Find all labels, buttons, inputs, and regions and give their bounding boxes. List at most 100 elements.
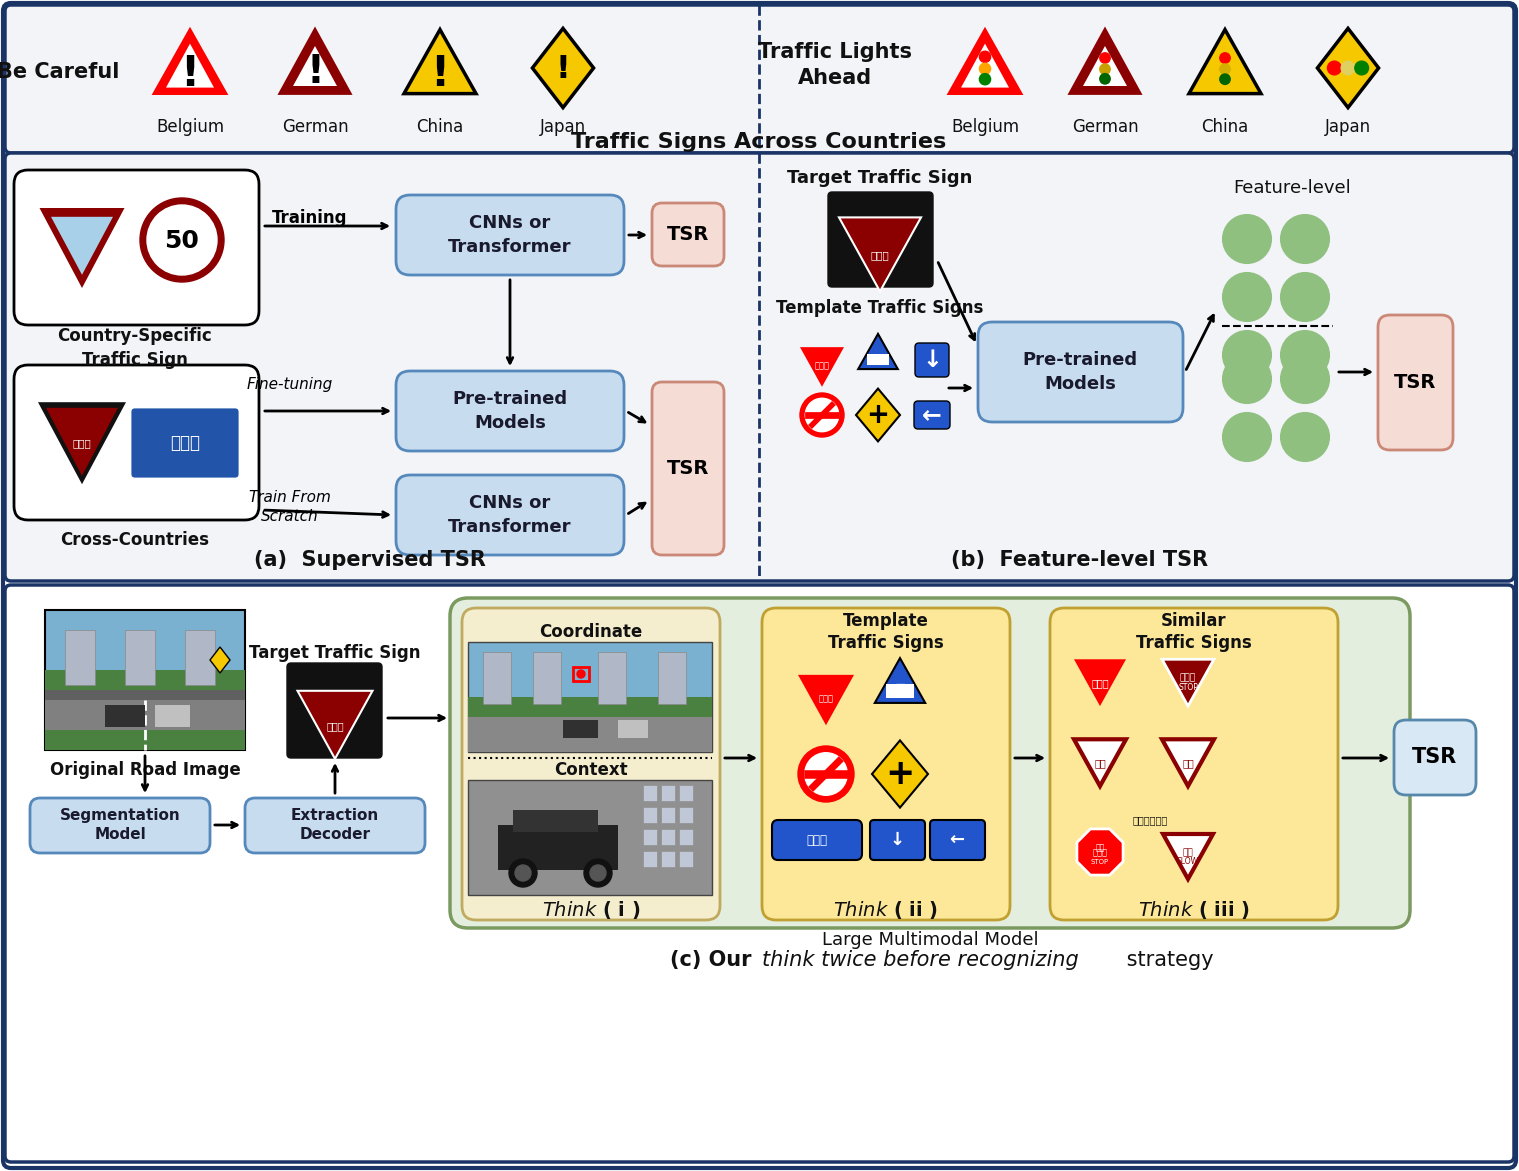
Text: 徐行: 徐行	[1094, 758, 1106, 768]
Polygon shape	[962, 43, 1009, 88]
Polygon shape	[153, 29, 226, 94]
Polygon shape	[1164, 834, 1214, 879]
Circle shape	[805, 398, 838, 432]
Circle shape	[980, 52, 990, 62]
Text: German: German	[1072, 118, 1138, 136]
Text: Traffic Lights
Ahead: Traffic Lights Ahead	[758, 42, 911, 88]
Text: Fine-tuning: Fine-tuning	[248, 377, 333, 392]
Text: 中央線: 中央線	[807, 834, 828, 847]
Circle shape	[1220, 74, 1230, 84]
Polygon shape	[293, 46, 337, 85]
Polygon shape	[39, 208, 125, 288]
Bar	[105, 705, 144, 727]
Circle shape	[1281, 355, 1329, 403]
FancyBboxPatch shape	[462, 608, 720, 920]
FancyBboxPatch shape	[5, 586, 1514, 1162]
Text: ←: ←	[922, 403, 942, 427]
Text: 徐行: 徐行	[1183, 849, 1194, 857]
Polygon shape	[838, 218, 921, 292]
Bar	[661, 851, 674, 867]
Text: ≡: ≡	[873, 351, 883, 362]
Polygon shape	[210, 648, 229, 673]
Circle shape	[1223, 273, 1271, 321]
Circle shape	[1223, 331, 1271, 379]
Polygon shape	[46, 408, 118, 475]
Polygon shape	[872, 740, 928, 808]
Circle shape	[1328, 61, 1341, 75]
Bar	[468, 697, 712, 752]
Circle shape	[140, 198, 223, 282]
Circle shape	[515, 865, 532, 881]
Bar	[468, 642, 712, 752]
FancyBboxPatch shape	[1378, 315, 1454, 450]
Circle shape	[1223, 413, 1271, 461]
Text: Pre-trained
Models: Pre-trained Models	[453, 390, 568, 432]
Polygon shape	[38, 402, 126, 484]
Bar	[643, 807, 658, 823]
FancyBboxPatch shape	[763, 608, 1010, 920]
Text: +: +	[886, 756, 914, 790]
Bar	[598, 652, 626, 704]
Text: Extraction
Decoder: Extraction Decoder	[290, 808, 380, 842]
FancyBboxPatch shape	[914, 343, 949, 377]
FancyBboxPatch shape	[652, 203, 725, 266]
Bar	[886, 684, 914, 698]
Bar	[46, 670, 245, 749]
Polygon shape	[857, 389, 899, 441]
Text: 徐行: 徐行	[1182, 758, 1194, 768]
Text: +: +	[866, 400, 890, 429]
Polygon shape	[166, 43, 214, 88]
Circle shape	[1341, 61, 1355, 75]
Text: $\mathit{Think}$ ( iii ): $\mathit{Think}$ ( iii )	[1138, 899, 1250, 922]
Text: ≡: ≡	[895, 680, 905, 694]
Text: 前方優先道路: 前方優先道路	[1132, 815, 1168, 826]
Text: Target Traffic Sign: Target Traffic Sign	[787, 169, 972, 187]
Circle shape	[147, 205, 217, 275]
Bar	[618, 720, 649, 738]
Text: Belgium: Belgium	[156, 118, 225, 136]
Polygon shape	[1162, 659, 1214, 706]
Polygon shape	[532, 28, 594, 108]
Text: 一時: 一時	[1095, 843, 1104, 852]
FancyBboxPatch shape	[245, 797, 425, 852]
Circle shape	[797, 746, 854, 802]
Text: Japan: Japan	[539, 118, 586, 136]
Polygon shape	[797, 674, 854, 725]
Bar	[65, 630, 96, 685]
Text: Training: Training	[272, 208, 348, 227]
Polygon shape	[858, 334, 898, 369]
FancyBboxPatch shape	[828, 192, 933, 287]
Bar	[679, 851, 693, 867]
Circle shape	[577, 670, 585, 678]
Bar	[679, 785, 693, 801]
FancyBboxPatch shape	[450, 598, 1410, 927]
Text: 止まれ: 止まれ	[819, 694, 834, 704]
Bar	[155, 705, 190, 727]
Text: (b)  Feature-level TSR: (b) Feature-level TSR	[951, 550, 1209, 570]
FancyBboxPatch shape	[870, 820, 925, 860]
Circle shape	[1223, 215, 1271, 263]
Text: ↓: ↓	[922, 348, 942, 372]
Text: STOP: STOP	[1091, 858, 1109, 864]
Text: 停止線: 停止線	[170, 434, 201, 452]
Text: 50: 50	[164, 230, 199, 253]
Text: !: !	[181, 53, 199, 95]
Bar	[661, 829, 674, 845]
Bar	[661, 785, 674, 801]
Text: !: !	[305, 53, 324, 91]
Text: 止まれ: 止まれ	[1092, 849, 1107, 857]
Text: Cross-Countries: Cross-Countries	[61, 530, 210, 549]
Text: 止まれ: 止まれ	[327, 721, 343, 731]
Text: Similar
Traffic Signs: Similar Traffic Signs	[1136, 612, 1252, 652]
Text: Traffic Signs Across Countries: Traffic Signs Across Countries	[571, 132, 946, 152]
Circle shape	[980, 63, 990, 75]
Bar	[533, 652, 561, 704]
Bar	[483, 652, 510, 704]
Bar	[643, 785, 658, 801]
Bar	[46, 690, 245, 730]
FancyBboxPatch shape	[5, 153, 1514, 581]
Bar	[658, 652, 687, 704]
Text: TSR: TSR	[1394, 372, 1435, 391]
Circle shape	[1281, 331, 1329, 379]
Text: STOP: STOP	[1179, 683, 1198, 692]
